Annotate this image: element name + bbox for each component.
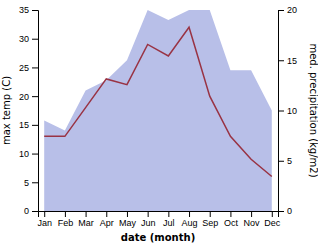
- tick: Jun: [141, 211, 156, 228]
- tick-mark: [189, 211, 190, 217]
- tick-label: Jul: [163, 218, 175, 228]
- tick-mark: [210, 211, 211, 217]
- tick-label: Sep: [202, 218, 218, 228]
- tick: 20: [19, 92, 38, 102]
- tick-label: 20: [287, 5, 297, 15]
- y-axis-title: max temp (C): [1, 76, 12, 145]
- tick: Aug: [182, 211, 198, 228]
- tick: 35: [19, 5, 38, 15]
- tick-mark: [127, 211, 128, 217]
- tick-label: 5: [287, 156, 292, 166]
- y2-axis: 0 5 10 15 20: [278, 5, 297, 216]
- tick-mark: [44, 211, 45, 217]
- tick-label: 35: [19, 5, 29, 15]
- tick-label: Aug: [182, 218, 198, 228]
- tick: Mar: [78, 211, 94, 228]
- chart: Jan Feb Mar Apr May Jun Jul Aug Sep Oct NovDec 0 5 10…: [0, 0, 318, 247]
- tick-mark: [32, 10, 38, 11]
- tick-label: Nov: [244, 218, 261, 228]
- tick-mark: [278, 111, 284, 112]
- tick-label: 25: [19, 63, 29, 73]
- tick-label: 0: [287, 206, 292, 216]
- tick-mark: [251, 211, 252, 217]
- tick-mark: [278, 161, 284, 162]
- tick-mark: [32, 39, 38, 40]
- tick-label: Dec: [264, 218, 281, 228]
- tick-label: 15: [287, 56, 297, 66]
- axis-line: [279, 11, 285, 212]
- tick: Feb: [58, 211, 74, 228]
- tick: Sep: [202, 211, 218, 228]
- tick-mark: [278, 211, 284, 212]
- area: [44, 10, 272, 211]
- y-axis: 0 5 10 15 20 25 30 35: [19, 5, 39, 216]
- tick-label: 0: [24, 206, 29, 216]
- tick: May: [119, 211, 137, 228]
- tick-mark: [32, 211, 38, 212]
- tick-label: 10: [287, 106, 297, 116]
- tick-label: Oct: [224, 218, 239, 228]
- axis-line: [32, 11, 39, 212]
- tick: 0: [24, 206, 38, 216]
- tick-label: 15: [19, 120, 29, 130]
- tick-label: Feb: [58, 218, 74, 228]
- tick-label: 5: [24, 178, 29, 188]
- tick: 0: [278, 206, 292, 216]
- tick: Jul: [163, 211, 175, 228]
- tick-mark: [32, 96, 38, 97]
- x-axis-title: date (month): [121, 232, 195, 243]
- tick: Nov: [244, 211, 261, 228]
- tick: 30: [19, 34, 38, 44]
- tick-mark: [32, 154, 38, 155]
- tick: 10: [19, 149, 38, 159]
- tick-mark: [168, 211, 169, 217]
- tick-label: Apr: [100, 218, 114, 228]
- marks: [44, 10, 272, 211]
- tick: 5: [278, 156, 292, 166]
- tick-label: Jun: [141, 218, 156, 228]
- tick-label: 20: [19, 92, 29, 102]
- tick-mark: [32, 125, 38, 126]
- tick-label: May: [119, 218, 137, 228]
- tick: Jan: [37, 211, 52, 228]
- tick-mark: [278, 10, 284, 11]
- tick: 20: [278, 5, 297, 15]
- tick-mark: [32, 182, 38, 183]
- tick: 5: [24, 178, 38, 188]
- tick: Apr: [100, 211, 114, 228]
- tick: 15: [278, 56, 297, 66]
- tick-mark: [272, 211, 273, 217]
- tick: Dec: [264, 211, 281, 228]
- tick-label: 10: [19, 149, 29, 159]
- plot-area: Jan Feb Mar Apr May Jun Jul Aug Sep Oct NovDec 0 5 10…: [19, 5, 297, 228]
- tick: 15: [19, 120, 38, 130]
- tick: 25: [19, 63, 38, 73]
- tick-mark: [32, 67, 38, 68]
- x-axis: Jan Feb Mar Apr May Jun Jul Aug Sep Oct NovDec: [37, 211, 280, 228]
- tick-label: Mar: [78, 218, 94, 228]
- tick-label: Jan: [37, 218, 52, 228]
- y2-axis-title: med. precipitation (kg/m2): [308, 43, 318, 177]
- tick-label: 30: [19, 34, 29, 44]
- tick-mark: [148, 211, 149, 217]
- tick-mark: [86, 211, 87, 217]
- axis-line: [39, 212, 279, 218]
- tick-mark: [230, 211, 231, 217]
- tick-mark: [278, 60, 284, 61]
- tick: Oct: [224, 211, 239, 228]
- tick: 10: [278, 106, 297, 116]
- tick-mark: [65, 211, 66, 217]
- tick-mark: [106, 211, 107, 217]
- line: [44, 27, 272, 176]
